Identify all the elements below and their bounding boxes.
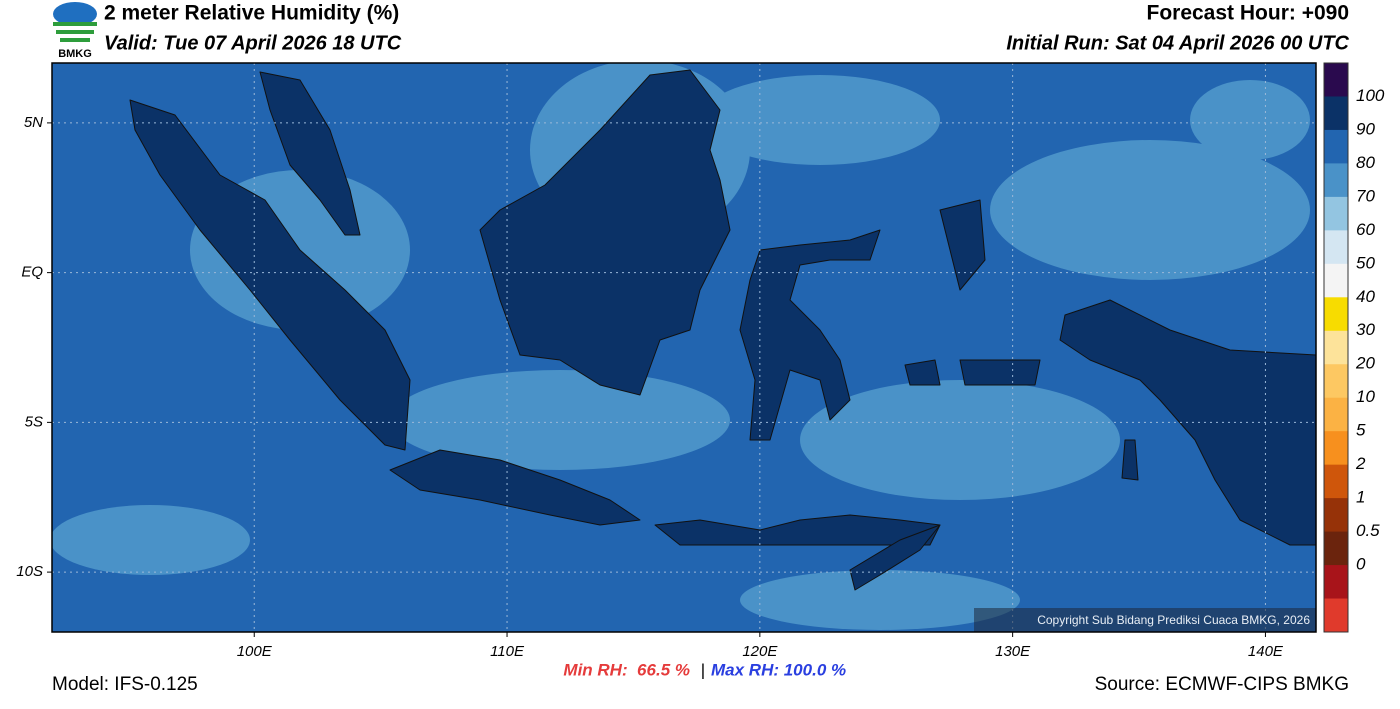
patch (390, 370, 730, 470)
patch (800, 380, 1120, 500)
colorbar-segment (1324, 397, 1348, 432)
colorbar-segment (1324, 96, 1348, 131)
colorbar-label: 20 (1355, 354, 1375, 373)
colorbar-segment (1324, 163, 1348, 198)
forecast-hour: Forecast Hour: +090 (1147, 2, 1350, 25)
colorbar-label: 1 (1356, 488, 1365, 507)
colorbar-segment (1324, 63, 1348, 97)
seram (959, 359, 1041, 386)
colorbar-frame (1323, 62, 1349, 633)
lon-label: 130E (995, 643, 1031, 660)
patch (700, 75, 940, 165)
colorbar-segment (1324, 531, 1348, 566)
colorbar-label: 5 (1356, 421, 1366, 440)
colorbar-segment (1324, 230, 1348, 265)
patch (740, 570, 1020, 630)
colorbar-segment (1324, 297, 1348, 332)
sulawesi (739, 229, 881, 441)
lon-label: 120E (742, 643, 778, 660)
colorbar-label: 2 (1355, 454, 1366, 473)
malay-peninsula (259, 71, 361, 236)
colorbar-segment (1324, 129, 1348, 164)
colorbar-label: 80 (1356, 153, 1375, 172)
title: 2 meter Relative Humidity (%) (104, 2, 399, 25)
borneo (479, 69, 731, 396)
valid-time: Valid: Tue 07 April 2026 18 UTC (104, 32, 402, 54)
sumatra (129, 99, 411, 451)
max-rh: Max RH: 100.0 % (711, 660, 846, 679)
colorbar: 100 90 80 70 60 50 40 30 20 10 5 2 1 0.5 0 (1323, 62, 1385, 633)
graticule (52, 63, 1316, 632)
colorbar-segment (1324, 464, 1348, 499)
buru (904, 359, 941, 386)
colorbar-label: 90 (1356, 119, 1375, 138)
colorbar-label: 100 (1356, 86, 1385, 105)
halmahera (939, 199, 986, 291)
colorbar-segment (1324, 263, 1348, 298)
map-frame (51, 62, 1317, 633)
colorbar-label: 50 (1356, 253, 1375, 272)
logo: BMKG (53, 2, 97, 60)
timor (849, 524, 941, 591)
logo-stripe (56, 30, 94, 34)
colorbar-label: 70 (1356, 186, 1375, 205)
lon-label: 140E (1248, 643, 1284, 660)
patch (990, 140, 1310, 280)
min-rh: Min RH: 66.5 % (563, 660, 690, 679)
patch (1190, 80, 1310, 160)
lon-label: 100E (237, 643, 273, 660)
logo-stripe (60, 38, 90, 42)
logo-emblem (53, 2, 97, 26)
logo-text: BMKG (58, 48, 92, 60)
colorbar-segment (1324, 565, 1348, 600)
colorbar-segment (1324, 431, 1348, 466)
copyright-box (974, 608, 1316, 632)
lat-label: 5N (24, 114, 43, 131)
land (129, 69, 1316, 591)
source: Source: ECMWF-CIPS BMKG (1095, 674, 1349, 695)
colorbar-label: 40 (1356, 287, 1375, 306)
java (389, 449, 641, 526)
logo-stripe (53, 22, 97, 26)
colorbar-label: 0 (1356, 555, 1366, 574)
colorbar-label: 60 (1356, 220, 1375, 239)
colorbar-segment (1324, 196, 1348, 231)
map: Copyright Sub Bidang Prediksi Cuaca BMKG… (52, 63, 1316, 632)
colorbar-segment (1324, 330, 1348, 365)
lat-label: 5S (25, 413, 43, 430)
colorbar-segment (1324, 598, 1348, 633)
aru (1121, 439, 1139, 481)
lat-label: 10S (16, 563, 43, 580)
lon-label: 110E (490, 643, 525, 660)
lat-label: EQ (21, 264, 43, 281)
patch (52, 505, 250, 575)
colorbar-segment (1324, 364, 1348, 399)
separator: | (701, 660, 705, 679)
model: Model: IFS-0.125 (52, 674, 198, 695)
colorbar-label: 10 (1356, 387, 1375, 406)
colorbar-segment (1324, 498, 1348, 533)
initial-run: Initial Run: Sat 04 April 2026 00 UTC (1006, 32, 1349, 54)
colorbar-label: 30 (1356, 320, 1375, 339)
copyright: Copyright Sub Bidang Prediksi Cuaca BMKG… (1037, 613, 1310, 627)
colorbar-label: 0.5 (1356, 521, 1380, 540)
